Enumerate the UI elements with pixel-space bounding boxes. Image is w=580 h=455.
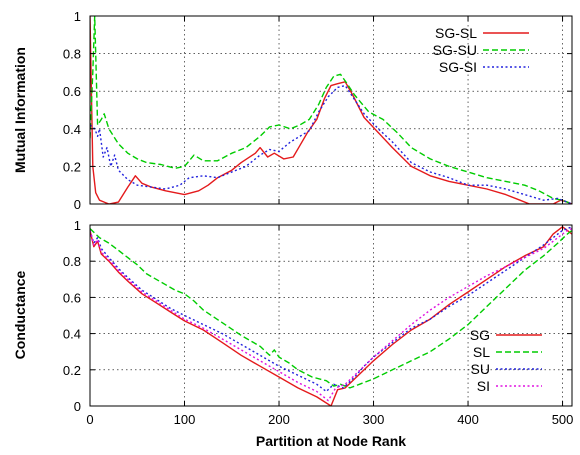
legend-label-su: SU	[471, 361, 490, 377]
y-tick-label: 0.6	[63, 84, 81, 99]
y-tick-label: 0.8	[63, 47, 81, 62]
legend-label-si: SI	[477, 378, 490, 394]
legend-label-sg: SG	[470, 327, 490, 343]
series-line-si	[90, 227, 572, 402]
y-axis-label-conductance: Conductance	[12, 270, 28, 359]
y-tick-label: 0	[74, 399, 81, 414]
series-group	[90, 226, 572, 406]
series-line-sl	[90, 228, 572, 389]
x-tick-label: 200	[268, 412, 290, 427]
y-axis-label-mutual-information: Mutual Information	[12, 47, 28, 173]
mutual-information-panel: Mutual Information 00.20.40.60.81SG-SLSG…	[12, 9, 573, 212]
x-tick-label: 100	[174, 412, 196, 427]
series-line-sg-sl	[90, 16, 572, 204]
legend-label-sg-si: SG-SI	[439, 59, 477, 75]
y-tick-label: 0.4	[63, 122, 81, 137]
y-tick-label: 0.2	[63, 363, 81, 378]
conductance-panel: Conductance Partition at Node Rank 0 100 2…	[12, 218, 573, 449]
x-tick-label: 500	[552, 412, 574, 427]
y-tick-label: 0.6	[63, 290, 81, 305]
x-tick-label: 400	[457, 412, 479, 427]
y-tick-label: 0.8	[63, 254, 81, 269]
series-group	[90, 16, 572, 204]
plot-frame	[89, 15, 573, 205]
y-tick-label: 0.4	[63, 327, 81, 342]
legend-label-sg-su: SG-SU	[433, 42, 477, 58]
series-line-sg-su	[90, 16, 572, 204]
y-tick-label: 0.2	[63, 159, 81, 174]
grid	[90, 16, 572, 204]
y-tick-label: 0	[74, 197, 81, 212]
x-tick-label: 300	[363, 412, 385, 427]
x-tick-label: 0	[86, 412, 93, 427]
series-line-sg-si	[90, 84, 572, 204]
grid	[90, 225, 572, 406]
legend-label-sl: SL	[473, 344, 490, 360]
series-line-sg	[90, 226, 572, 406]
legend-label-sg-sl: SG-SL	[435, 25, 477, 41]
series-line-su	[90, 226, 572, 393]
y-tick-label: 1	[74, 9, 81, 24]
y-tick-label: 1	[74, 218, 81, 233]
plot-frame	[89, 224, 573, 407]
x-axis-label: Partition at Node Rank	[256, 433, 406, 449]
